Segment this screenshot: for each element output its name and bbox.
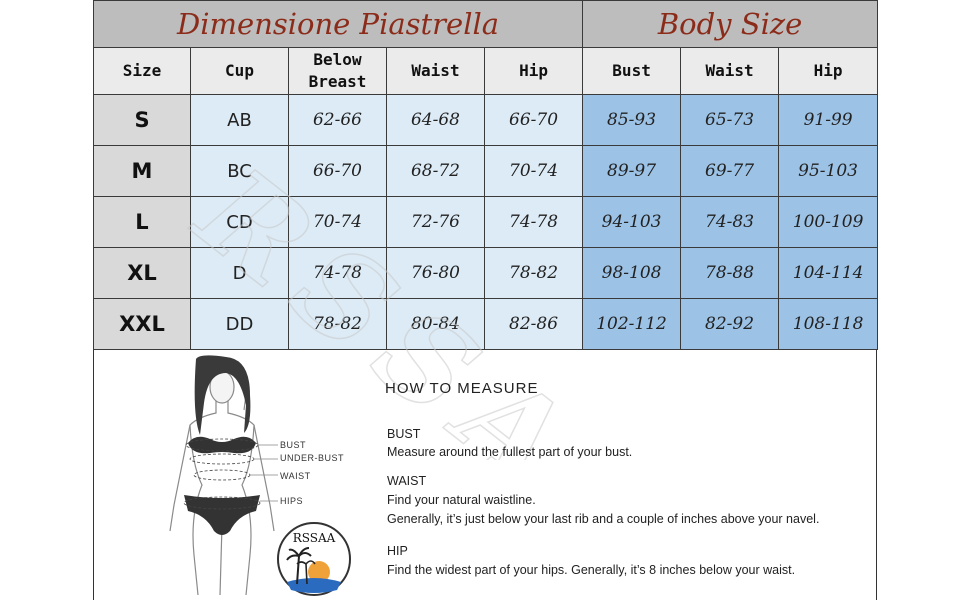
below-breast-cell: 78-82 [288,298,387,350]
waist-cell: 80-84 [386,298,485,350]
guide-waist-text-1: Find your natural waistline. [387,493,536,507]
body-waist-cell: 74-83 [680,196,780,248]
hip-cell: 70-74 [483,145,584,197]
body-bust-cell: 85-93 [582,94,682,146]
guide-bust-heading: BUST [387,427,421,441]
body-bust-cell: 94-103 [582,196,682,248]
header-body-bust: Bust [582,47,682,95]
size-chart-table: Dimensione Piastrella Body Size Size Cup… [92,0,879,350]
table-row: M BC 66-70 68-72 70-74 89-97 69-77 95-10… [93,145,879,197]
how-to-measure-title: HOW TO MEASURE [385,380,539,397]
banner-title-right: Body Size [582,0,879,48]
bikini-top [188,436,256,454]
guide-bust-text: Measure around the fullest part of your … [387,445,633,459]
body-hip-cell: 91-99 [778,94,879,146]
waist-cell: 72-76 [386,196,485,248]
body-hip-cell: 108-118 [778,298,879,350]
figure-label-hips: HIPS [280,496,304,506]
body-bust-cell: 102-112 [582,298,682,350]
figure-label-under-bust: UNDER-BUST [280,453,345,463]
body-hip-cell: 100-109 [778,196,879,248]
cup-cell: BC [190,145,289,197]
hip-cell: 82-86 [483,298,584,350]
guide-hip-heading: HIP [387,544,408,558]
guide-waist-heading: WAIST [387,474,427,488]
header-waist: Waist [386,47,485,95]
waist-cell: 76-80 [386,247,485,299]
header-body-hip: Hip [778,47,879,95]
header-body-waist: Waist [680,47,780,95]
size-cell: L [93,196,191,248]
header-below-breast: Below Breast [288,47,387,95]
body-waist-cell: 82-92 [680,298,780,350]
hip-cell: 78-82 [483,247,584,299]
size-cell: M [93,145,191,197]
header-cup: Cup [190,47,289,95]
body-waist-cell: 78-88 [680,247,780,299]
guide-hip-text: Find the widest part of your hips. Gener… [387,563,796,577]
table-row: XXL DD 78-82 80-84 82-86 102-112 82-92 1… [93,298,879,350]
below-breast-cell: 66-70 [288,145,387,197]
size-cell: XXL [93,298,191,350]
body-bust-cell: 98-108 [582,247,682,299]
figure-label-waist: WAIST [280,471,311,481]
hip-cell: 74-78 [483,196,584,248]
rssaa-logo: RSSAA [277,522,351,596]
header-row: Size Cup Below Breast Waist Hip Bust Wai… [93,47,879,95]
body-measurement-figure [169,355,278,596]
cup-cell: AB [190,94,289,146]
body-hip-cell: 104-114 [778,247,879,299]
waist-cell: 68-72 [386,145,485,197]
hip-cell: 66-70 [483,94,584,146]
body-waist-cell: 69-77 [680,145,780,197]
cup-cell: DD [190,298,289,350]
body-bust-cell: 89-97 [582,145,682,197]
waist-cell: 64-68 [386,94,485,146]
logo-text: RSSAA [293,531,336,545]
size-cell: S [93,94,191,146]
below-breast-cell: 74-78 [288,247,387,299]
table-row: XL D 74-78 76-80 78-82 98-108 78-88 104-… [93,247,879,299]
banner-title-left: Dimensione Piastrella [92,0,584,48]
cup-cell: D [190,247,289,299]
hair [194,355,251,435]
header-hip: Hip [483,47,584,95]
banner-row: Dimensione Piastrella Body Size [92,0,879,48]
header-size: Size [93,47,191,95]
table-row: S AB 62-66 64-68 66-70 85-93 65-73 91-99 [93,94,879,146]
table-row: L CD 70-74 72-76 74-78 94-103 74-83 100-… [93,196,879,248]
body-waist-cell: 65-73 [680,94,780,146]
bikini-bottom [184,495,260,535]
cup-cell: CD [190,196,289,248]
body-hip-cell: 95-103 [778,145,879,197]
size-cell: XL [93,247,191,299]
below-breast-cell: 62-66 [288,94,387,146]
guide-waist-text-2: Generally, it’s just below your last rib… [387,512,820,526]
figure-label-bust: BUST [280,440,307,450]
below-breast-cell: 70-74 [288,196,387,248]
